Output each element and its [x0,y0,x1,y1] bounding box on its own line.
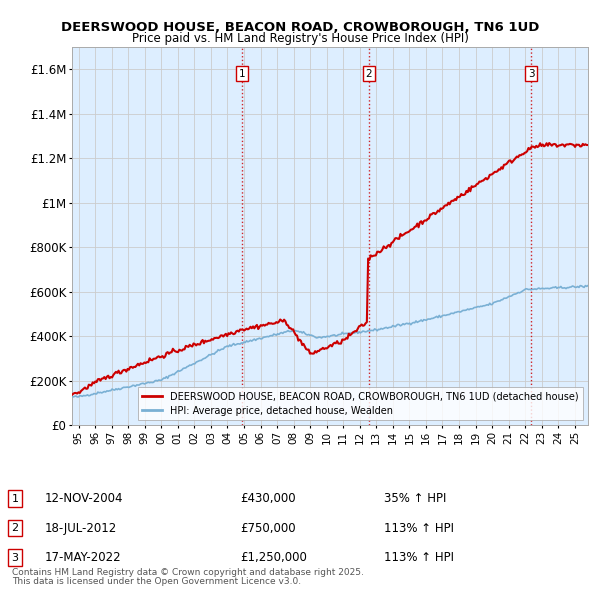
Text: This data is licensed under the Open Government Licence v3.0.: This data is licensed under the Open Gov… [12,577,301,586]
Legend: DEERSWOOD HOUSE, BEACON ROAD, CROWBOROUGH, TN6 1UD (detached house), HPI: Averag: DEERSWOOD HOUSE, BEACON ROAD, CROWBOROUG… [137,387,583,421]
Text: 2: 2 [365,69,372,79]
Text: 35% ↑ HPI: 35% ↑ HPI [384,492,446,505]
Text: 3: 3 [528,69,535,79]
Text: 17-MAY-2022: 17-MAY-2022 [45,551,122,564]
Text: 113% ↑ HPI: 113% ↑ HPI [384,551,454,564]
Text: 3: 3 [11,553,19,562]
Text: 12-NOV-2004: 12-NOV-2004 [45,492,124,505]
Text: £750,000: £750,000 [240,522,296,535]
Text: Price paid vs. HM Land Registry's House Price Index (HPI): Price paid vs. HM Land Registry's House … [131,32,469,45]
Text: 1: 1 [11,494,19,503]
Text: 1: 1 [239,69,245,79]
Text: Contains HM Land Registry data © Crown copyright and database right 2025.: Contains HM Land Registry data © Crown c… [12,568,364,577]
Text: 18-JUL-2012: 18-JUL-2012 [45,522,117,535]
Text: DEERSWOOD HOUSE, BEACON ROAD, CROWBOROUGH, TN6 1UD: DEERSWOOD HOUSE, BEACON ROAD, CROWBOROUG… [61,21,539,34]
Text: £430,000: £430,000 [240,492,296,505]
Text: 2: 2 [11,523,19,533]
Text: £1,250,000: £1,250,000 [240,551,307,564]
Text: 113% ↑ HPI: 113% ↑ HPI [384,522,454,535]
